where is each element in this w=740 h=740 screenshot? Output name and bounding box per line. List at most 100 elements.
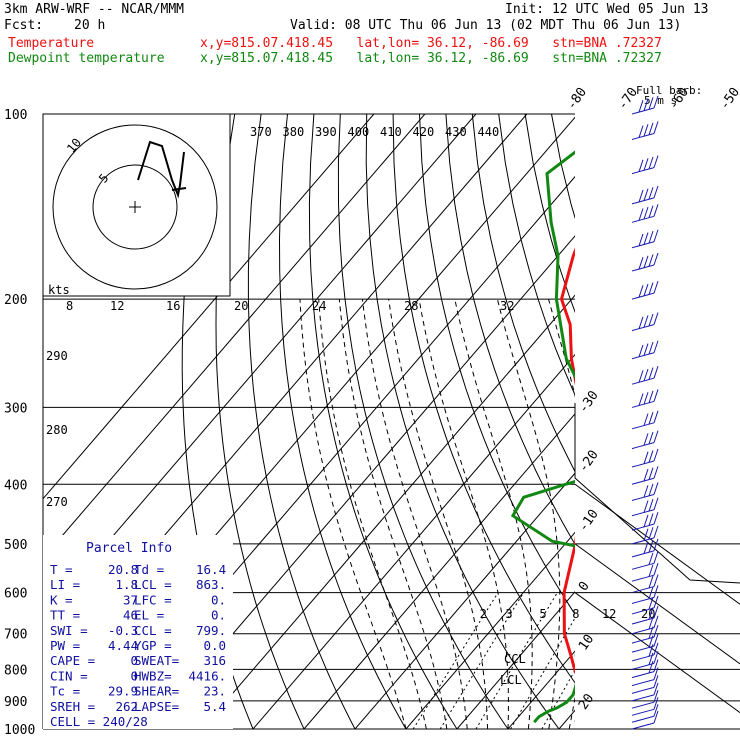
isentrope-label: 370 — [250, 125, 272, 139]
isotherm-label: -80 — [564, 85, 590, 113]
wind-barb-flag — [648, 156, 654, 170]
wind-barb-flag — [638, 316, 644, 329]
parcel-key: SWEAT= — [134, 653, 179, 668]
wind-barb — [631, 574, 659, 594]
wind-barb-flag — [638, 208, 644, 221]
isotherm-label-right: 20 — [576, 691, 597, 712]
wind-barb-shaft — [631, 132, 655, 140]
wind-barb-flag — [653, 525, 659, 539]
wind-barb — [631, 512, 659, 531]
wind-barb-flag — [648, 467, 654, 480]
parcel-value: 1.8 — [116, 577, 139, 592]
wind-barb — [631, 252, 659, 272]
parcel-key: CCL = — [134, 623, 172, 638]
wind-barb-flag — [648, 564, 654, 577]
wind-barb — [631, 595, 659, 615]
parcel-value: 29.9 — [108, 684, 138, 699]
parcel-key: EL = — [134, 608, 164, 623]
legend-temperature-location: x,y=815.07.418.45 lat,lon= 36.12, -86.69… — [200, 36, 662, 51]
parcel-key: LI = — [50, 577, 80, 592]
wind-barb-shaft — [631, 537, 655, 545]
wind-barb-flag — [653, 497, 659, 510]
wind-barb-flag — [643, 468, 649, 482]
temperature-scale-label: 32 — [500, 299, 514, 313]
wind-barb-shaft — [631, 671, 655, 679]
wind-barb-shaft — [631, 679, 655, 687]
dry-adiabat — [337, 114, 509, 729]
parcel-value: -0.3 — [108, 623, 138, 638]
moist-adiabat — [299, 299, 407, 729]
parcel-value: 5.4 — [204, 699, 227, 714]
wind-barb-flag — [653, 512, 659, 525]
isentrope-label: 390 — [315, 125, 337, 139]
lcl-label: LCL — [500, 673, 522, 687]
hodograph-trace — [137, 140, 187, 199]
pressure-label: 700 — [4, 628, 27, 643]
moist-adiabat — [418, 299, 510, 729]
wind-barb-shaft — [631, 574, 655, 582]
wind-barb-flag — [653, 366, 659, 379]
wind-barb-shaft — [631, 636, 655, 644]
wind-barb-flag — [643, 413, 649, 426]
wind-barb — [631, 525, 659, 545]
wind-barb-flag — [643, 500, 649, 513]
wind-barb-flag — [648, 230, 654, 244]
wind-barb-flag — [648, 527, 654, 540]
wind-barb — [631, 659, 659, 679]
wind-barb-shaft — [631, 523, 655, 531]
isotherm-group — [43, 114, 575, 729]
wind-barb-flag — [648, 254, 654, 267]
fcst-label: Fcst: — [4, 18, 44, 33]
wind-barb-shaft — [631, 586, 655, 594]
parcel-title: Parcel Info — [86, 541, 172, 556]
parcel-key: K = — [50, 592, 73, 607]
dry-adiabat — [215, 114, 305, 729]
wind-barb — [631, 497, 659, 517]
wind-barb-flag — [653, 615, 659, 628]
wind-barb-flag — [648, 341, 654, 355]
dry-adiabat — [392, 114, 575, 684]
wind-barb-flag — [648, 313, 654, 327]
wind-barb — [631, 551, 659, 570]
wind-barb — [631, 430, 659, 450]
theta-label: 290 — [46, 349, 68, 363]
pressure-label: 400 — [4, 478, 27, 493]
parcel-value: 0. — [211, 608, 226, 623]
moist-adiabat — [610, 299, 678, 729]
wind-barb-flag — [648, 552, 654, 565]
isotherm-line — [150, 235, 575, 729]
isotherm-label: -50 — [717, 85, 740, 113]
isentrope-label: 440 — [478, 125, 500, 139]
wind-barb-flag — [653, 651, 659, 664]
pressure-label: 800 — [4, 663, 27, 678]
parcel-key: LAPSE= — [134, 699, 179, 714]
wind-barb-shaft — [631, 627, 655, 635]
dry-adiabat — [247, 114, 356, 729]
wind-barb-flag — [653, 659, 659, 672]
isentrope-label: 380 — [283, 125, 305, 139]
temperature-scale-label: 28 — [404, 299, 418, 313]
wind-barb-flag — [643, 368, 649, 382]
hodograph-ring-5 — [92, 164, 178, 250]
wind-barb-flag — [648, 626, 654, 639]
wind-barb-flag — [653, 697, 659, 710]
wind-barb-flag — [643, 392, 649, 405]
moist-adiabat — [630, 299, 734, 729]
parcel-value: 46 — [123, 608, 138, 623]
wind-barb-flag — [643, 485, 649, 498]
wind-barb — [631, 185, 659, 205]
wind-barb-flag — [643, 315, 649, 328]
adiabat-group — [181, 114, 734, 729]
wind-barb-flag — [648, 450, 654, 463]
wind-barb — [631, 585, 659, 604]
wind-barb-flag — [653, 710, 659, 724]
wind-barb-flag — [648, 513, 654, 526]
wind-barb-flag — [643, 541, 649, 554]
wind-barb — [631, 121, 659, 140]
wind-barb-flag — [638, 344, 644, 358]
moist-adiabat — [338, 299, 448, 729]
model-title: 3km ARW-WRF -- NCAR/MMM — [4, 2, 185, 17]
fcst-value: 20 h — [74, 18, 106, 33]
wind-barb-flag — [643, 206, 649, 220]
wind-barb — [631, 280, 659, 300]
